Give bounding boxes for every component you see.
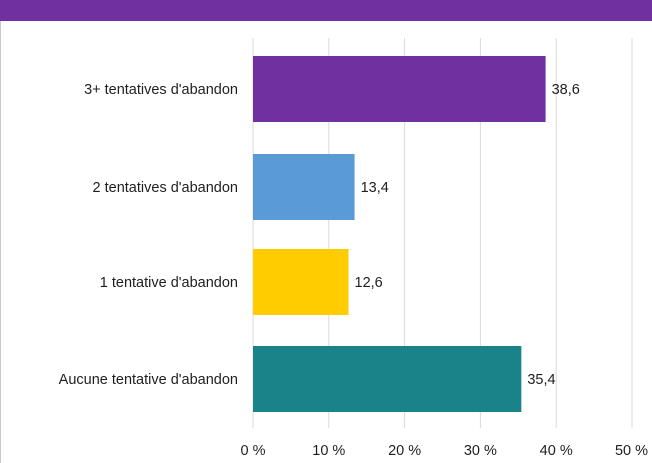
category-labels: 3+ tentatives d'abandon 2 tentatives d'ab… (59, 82, 238, 388)
bars (253, 56, 546, 412)
bar (253, 56, 546, 122)
category-label: 2 tentatives d'abandon (93, 180, 238, 196)
data-label: 35,4 (527, 372, 555, 388)
category-label: 1 tentative d'abandon (100, 275, 238, 291)
x-tick-label: 10 % (312, 443, 345, 459)
x-tick-label: 50 % (615, 443, 648, 459)
x-axis-ticks: 0 % 10 % 20 % 30 % 40 % 50 % (241, 443, 649, 459)
bar (253, 249, 349, 315)
header-band (0, 0, 652, 21)
frame-edge (0, 21, 1, 463)
x-tick-label: 30 % (464, 443, 497, 459)
x-tick-label: 40 % (540, 443, 573, 459)
category-label: Aucune tentative d'abandon (59, 372, 238, 388)
data-label: 38,6 (552, 82, 580, 98)
data-label: 13,4 (361, 180, 389, 196)
x-tick-label: 20 % (388, 443, 421, 459)
data-label: 12,6 (355, 275, 383, 291)
category-label: 3+ tentatives d'abandon (84, 82, 238, 98)
x-tick-label: 0 % (241, 443, 266, 459)
bar (253, 154, 355, 220)
bar (253, 346, 522, 412)
data-labels: 38,6 13,4 12,6 35,4 (355, 82, 580, 388)
